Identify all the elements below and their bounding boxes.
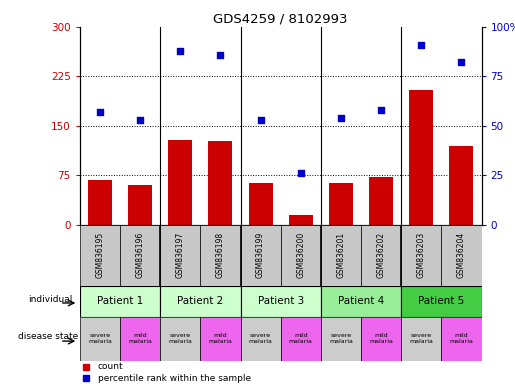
Bar bbox=[329, 183, 353, 225]
Point bbox=[377, 107, 385, 113]
Text: Patient 4: Patient 4 bbox=[338, 296, 384, 306]
Bar bbox=[401, 286, 482, 317]
Title: GDS4259 / 8102993: GDS4259 / 8102993 bbox=[213, 13, 348, 26]
Bar bbox=[361, 225, 401, 286]
Bar bbox=[160, 317, 200, 361]
Bar bbox=[401, 317, 441, 361]
Bar bbox=[321, 286, 401, 317]
Point bbox=[256, 117, 265, 123]
Bar bbox=[369, 177, 393, 225]
Text: GSM836202: GSM836202 bbox=[376, 232, 386, 278]
Bar bbox=[120, 225, 160, 286]
Text: severe
malaria: severe malaria bbox=[249, 333, 272, 344]
Point bbox=[337, 115, 345, 121]
Text: GSM836203: GSM836203 bbox=[417, 232, 426, 278]
Text: severe
malaria: severe malaria bbox=[409, 333, 433, 344]
Bar bbox=[120, 317, 160, 361]
Bar bbox=[289, 215, 313, 225]
Bar bbox=[441, 225, 482, 286]
Text: GSM836204: GSM836204 bbox=[457, 232, 466, 278]
Point bbox=[457, 60, 466, 66]
Bar bbox=[160, 225, 200, 286]
Text: percentile rank within the sample: percentile rank within the sample bbox=[98, 374, 251, 383]
Text: GSM836200: GSM836200 bbox=[296, 232, 305, 278]
Text: mild
malaria: mild malaria bbox=[289, 333, 313, 344]
Text: GSM836201: GSM836201 bbox=[336, 232, 346, 278]
Bar bbox=[168, 140, 192, 225]
Text: severe
malaria: severe malaria bbox=[329, 333, 353, 344]
Text: GSM836196: GSM836196 bbox=[135, 232, 145, 278]
Bar bbox=[281, 225, 321, 286]
Bar bbox=[321, 317, 361, 361]
Text: count: count bbox=[98, 362, 124, 371]
Bar bbox=[200, 225, 241, 286]
Text: individual: individual bbox=[28, 295, 72, 305]
Text: GSM836199: GSM836199 bbox=[256, 232, 265, 278]
Text: GSM836198: GSM836198 bbox=[216, 232, 225, 278]
Point bbox=[216, 51, 225, 58]
Text: severe
malaria: severe malaria bbox=[88, 333, 112, 344]
Text: Patient 5: Patient 5 bbox=[418, 296, 465, 306]
Bar bbox=[241, 225, 281, 286]
Text: GSM836197: GSM836197 bbox=[176, 232, 185, 278]
Bar bbox=[401, 225, 441, 286]
Bar bbox=[80, 286, 160, 317]
Bar bbox=[241, 317, 281, 361]
Bar bbox=[321, 225, 361, 286]
Bar bbox=[409, 89, 433, 225]
Bar bbox=[281, 317, 321, 361]
Point bbox=[176, 48, 184, 54]
Text: mild
malaria: mild malaria bbox=[450, 333, 473, 344]
Text: GSM836195: GSM836195 bbox=[95, 232, 105, 278]
Bar bbox=[88, 180, 112, 225]
Bar bbox=[241, 286, 321, 317]
Bar bbox=[80, 317, 120, 361]
Bar bbox=[160, 286, 241, 317]
Bar bbox=[441, 317, 482, 361]
Text: disease state: disease state bbox=[18, 332, 78, 341]
Text: Patient 2: Patient 2 bbox=[177, 296, 224, 306]
Bar bbox=[249, 183, 272, 225]
Text: mild
malaria: mild malaria bbox=[128, 333, 152, 344]
Point bbox=[136, 117, 144, 123]
Bar bbox=[361, 317, 401, 361]
Point bbox=[96, 109, 104, 115]
Bar bbox=[450, 146, 473, 225]
Text: severe
malaria: severe malaria bbox=[168, 333, 192, 344]
Bar bbox=[80, 225, 120, 286]
Bar bbox=[128, 185, 152, 225]
Text: Patient 3: Patient 3 bbox=[258, 296, 304, 306]
Text: mild
malaria: mild malaria bbox=[369, 333, 393, 344]
Point bbox=[417, 41, 425, 48]
Bar bbox=[200, 317, 241, 361]
Bar bbox=[209, 141, 232, 225]
Text: Patient 1: Patient 1 bbox=[97, 296, 143, 306]
Text: mild
malaria: mild malaria bbox=[209, 333, 232, 344]
Point bbox=[297, 170, 305, 176]
